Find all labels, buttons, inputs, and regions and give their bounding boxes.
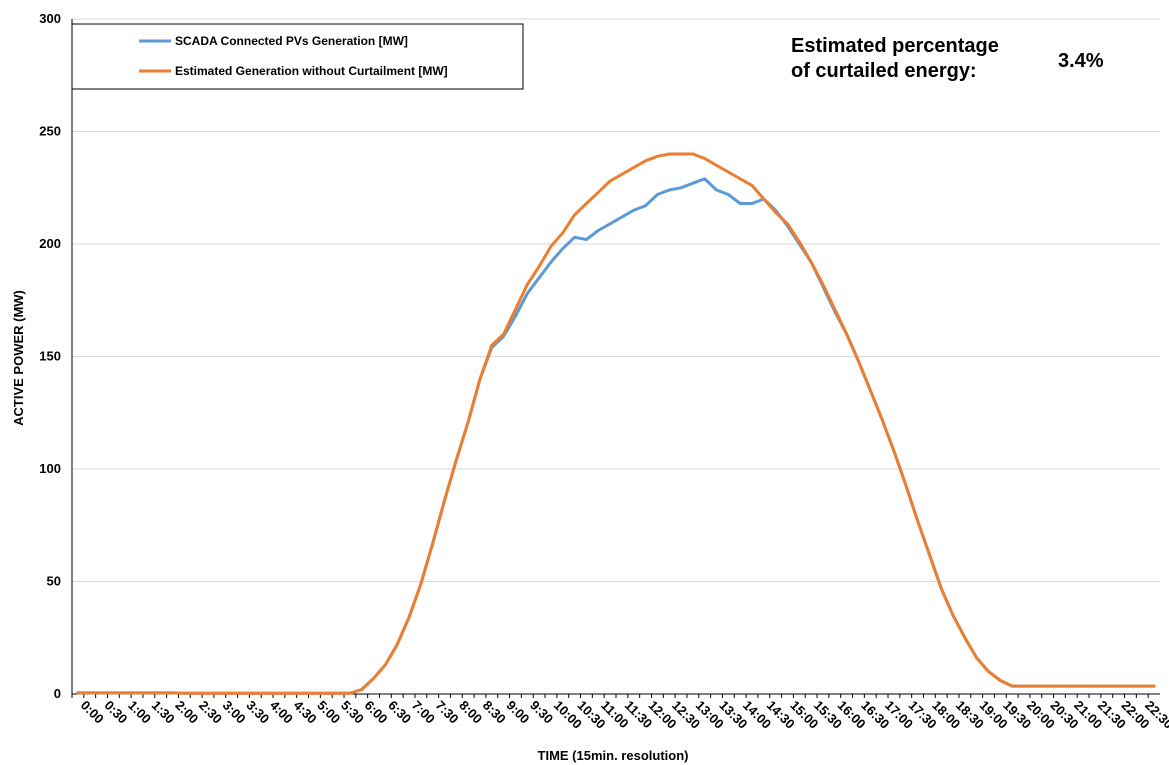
- x-axis-title: TIME (15min. resolution): [538, 748, 689, 763]
- x-tick-label: 8:00: [456, 698, 485, 727]
- x-tick-label: 9:30: [527, 698, 556, 727]
- legend-box: [71, 23, 524, 90]
- series-line-scada: [76, 177, 1156, 695]
- y-tick-label: 50: [47, 574, 61, 589]
- legend: SCADA Connected PVs Generation [MW] Esti…: [71, 23, 524, 90]
- legend-label-scada: SCADA Connected PVs Generation [MW]: [175, 34, 408, 48]
- legend-label-estimated: Estimated Generation without Curtailment…: [175, 64, 448, 78]
- x-tick-label: 0:00: [78, 698, 107, 727]
- x-tick-label: 8:30: [480, 698, 509, 727]
- x-tick-label: 0:30: [101, 698, 130, 727]
- x-tick-label: 9:00: [504, 698, 533, 727]
- x-tick-label: 1:30: [149, 698, 178, 727]
- y-tick-label: 200: [39, 236, 61, 251]
- x-tick-label: 7:00: [409, 698, 438, 727]
- x-tick-label: 5:30: [338, 698, 367, 727]
- x-tick-label: 3:00: [220, 698, 249, 727]
- y-axis-title: ACTIVE POWER (MW): [11, 290, 26, 426]
- x-tick-labels: 0:000:301:001:302:002:303:003:304:004:30…: [78, 698, 1169, 732]
- annotation-label-line1: Estimated percentage: [791, 35, 999, 57]
- annotation-value: 3.4%: [1058, 50, 1104, 72]
- curtailment-annotation: Estimated percentage of curtailed energy…: [791, 35, 1104, 82]
- x-tick-label: 4:30: [291, 698, 320, 727]
- x-tick-label: 2:30: [196, 698, 225, 727]
- y-tick-label: 150: [39, 349, 61, 364]
- x-tick-label: 6:30: [385, 698, 414, 727]
- axes: [71, 19, 1160, 698]
- gridlines: [72, 18, 1160, 582]
- x-tick-label: 2:00: [172, 698, 201, 727]
- y-tick-label: 0: [54, 686, 61, 701]
- y-tick-label: 100: [39, 461, 61, 476]
- y-tick-label: 300: [39, 11, 61, 26]
- x-tick-label: 4:00: [267, 698, 296, 727]
- x-tick-label: 5:00: [314, 698, 343, 727]
- x-tick-label: 7:30: [433, 698, 462, 727]
- y-tick-label: 250: [39, 124, 61, 139]
- x-tick-label: 3:30: [243, 698, 272, 727]
- series-lines: [76, 152, 1156, 695]
- annotation-label-line2: of curtailed energy:: [791, 60, 977, 82]
- x-tick-label: 6:00: [362, 698, 391, 727]
- x-tick-label: 1:00: [125, 698, 154, 727]
- y-tick-labels: 0 50 100 150 200 250 300: [39, 11, 61, 701]
- series-line-estimated: [76, 152, 1156, 695]
